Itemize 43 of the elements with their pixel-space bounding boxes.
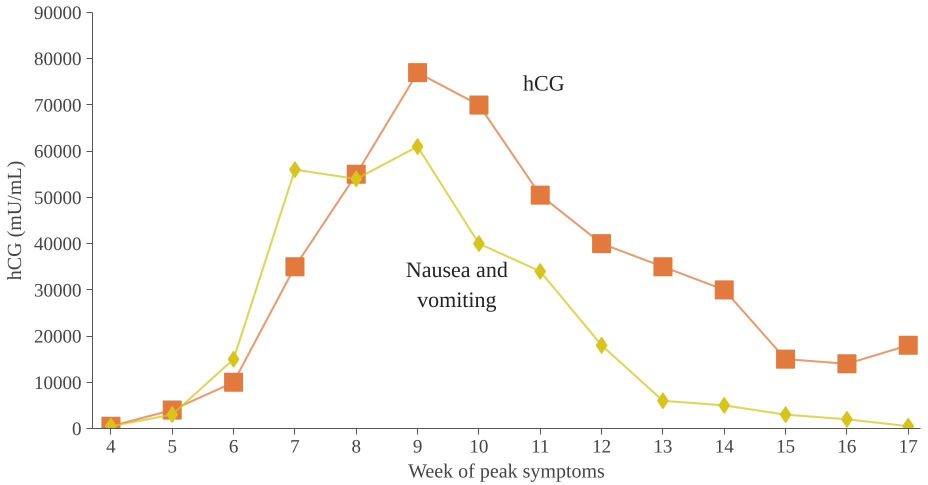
x-axis-title: Week of peak symptoms [408, 460, 606, 482]
x-tick-label: 5 [167, 436, 177, 458]
x-tick-label: 7 [290, 436, 300, 458]
series-label: Nausea and vomiting [406, 257, 508, 312]
y-tick-label: 80000 [34, 49, 82, 70]
x-tick-label: 11 [531, 436, 550, 458]
point [530, 186, 550, 205]
point [166, 406, 178, 424]
point [224, 372, 244, 392]
series-label: hCG [523, 70, 565, 96]
x-tick-label: 6 [228, 436, 238, 458]
y-tick-label: 90000 [34, 3, 82, 24]
point [837, 354, 856, 374]
y-tick-label: 60000 [34, 142, 82, 163]
x-tick-label: 12 [592, 436, 612, 458]
y-tick-label: 30000 [34, 280, 82, 302]
x-tick-label: 9 [412, 436, 422, 458]
x-tick-label: 15 [776, 436, 796, 458]
x-tick-label: 17 [898, 436, 918, 458]
x-tick-label: 10 [469, 436, 488, 458]
x-tick-label: 13 [653, 436, 672, 458]
point [534, 262, 546, 280]
y-tick-label: 10000 [34, 372, 82, 394]
y-tick-label: 50000 [34, 188, 82, 209]
y-tick-label: 0 [72, 419, 82, 440]
x-tick-label: 16 [837, 436, 856, 458]
x-tick-label: 14 [714, 436, 734, 458]
y-axis-title: hCG (mU/mL) [4, 160, 26, 280]
point [285, 257, 304, 276]
point [592, 234, 612, 254]
point [653, 257, 672, 276]
x-tick-label: 8 [351, 436, 361, 458]
x-tick-label: 4 [106, 436, 116, 458]
point [714, 280, 734, 300]
point [898, 336, 918, 355]
point [469, 95, 488, 114]
y-tick-label: 20000 [34, 326, 82, 348]
point [350, 170, 362, 188]
y-tick-label: 40000 [34, 234, 82, 256]
point [776, 350, 796, 369]
point [408, 63, 428, 82]
y-tick-label: 70000 [34, 95, 82, 116]
point [718, 396, 730, 414]
